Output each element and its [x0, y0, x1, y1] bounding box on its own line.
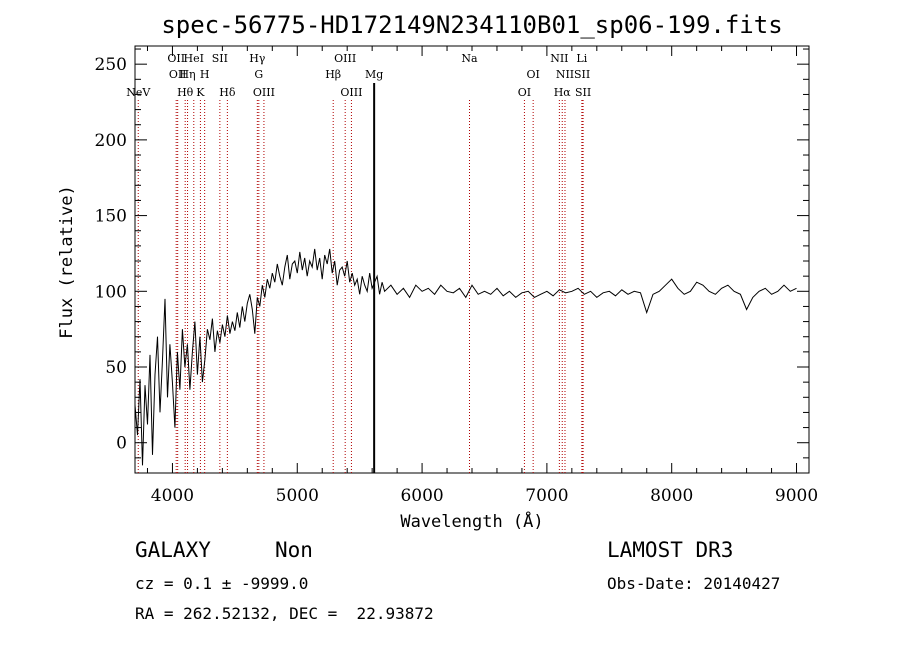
line-label: Hγ — [249, 52, 266, 65]
y-tick-label: 250 — [95, 55, 127, 75]
y-tick-label: 100 — [95, 282, 127, 302]
y-tick-label: 150 — [95, 207, 127, 227]
line-label: OIII — [253, 86, 275, 99]
x-tick-label: 9000 — [775, 486, 818, 506]
line-label: Hη — [179, 68, 195, 81]
coordinates: RA = 262.52132, DEC = 22.93872 — [135, 604, 434, 623]
object-subclass: Non — [275, 538, 313, 562]
y-tick-label: 0 — [116, 434, 127, 454]
observation-date: Obs-Date: 20140427 — [607, 574, 781, 593]
x-tick-label: 8000 — [650, 486, 693, 506]
line-label: OII — [169, 68, 187, 81]
redshift-value: cz = 0.1 ± -9999.0 — [135, 574, 309, 593]
line-label: NeV — [126, 86, 151, 99]
line-label: OI — [526, 68, 539, 81]
line-label: HeI — [184, 52, 204, 65]
line-label: OI — [518, 86, 531, 99]
line-label: OII — [167, 52, 185, 65]
spectrum-series — [134, 248, 797, 466]
line-label: Hθ — [177, 86, 194, 99]
y-tick-label: 200 — [95, 131, 127, 151]
line-label: OIII — [334, 52, 356, 65]
line-label: NII — [556, 68, 574, 81]
x-tick-label: 7000 — [525, 486, 568, 506]
x-axis-ticks: 4000 5000 6000 7000 8000 9000 — [146, 46, 818, 506]
line-label: H — [200, 68, 210, 81]
plot-frame — [134, 45, 810, 474]
survey-name: LAMOST DR3 — [607, 538, 734, 562]
y-tick-label: 50 — [105, 358, 127, 378]
x-tick-label: 5000 — [276, 486, 319, 506]
spectrum-line-0 — [134, 248, 797, 466]
line-label: Li — [576, 52, 587, 65]
y-axis-ticks: 0 50 100 150 200 250 — [95, 48, 809, 459]
x-tick-label: 6000 — [400, 486, 443, 506]
line-label: SII — [212, 52, 228, 65]
y-axis-label: Flux (relative) — [57, 185, 77, 339]
x-axis-label: Wavelength (Å) — [400, 510, 543, 532]
line-label: OIII — [340, 86, 362, 99]
spectral-line-markers: NeVOIIOIIHθHηHeIKHSIIHδHγGOIIIHβOIIIOIII… — [126, 52, 591, 473]
x-tick-label: 4000 — [151, 486, 194, 506]
line-label: Hβ — [325, 68, 341, 81]
line-label: K — [196, 86, 205, 99]
object-class: GALAXY — [135, 538, 211, 562]
line-label: Mg — [365, 68, 383, 81]
line-label: Hα — [554, 86, 572, 99]
chart-title: spec-56775-HD172149N234110B01_sp06-199.f… — [161, 11, 782, 39]
line-label: NII — [550, 52, 568, 65]
line-label: SII — [575, 86, 591, 99]
line-label: SII — [574, 68, 590, 81]
line-label: Hδ — [219, 86, 236, 99]
line-label: G — [254, 68, 263, 81]
line-label: Na — [461, 52, 478, 65]
